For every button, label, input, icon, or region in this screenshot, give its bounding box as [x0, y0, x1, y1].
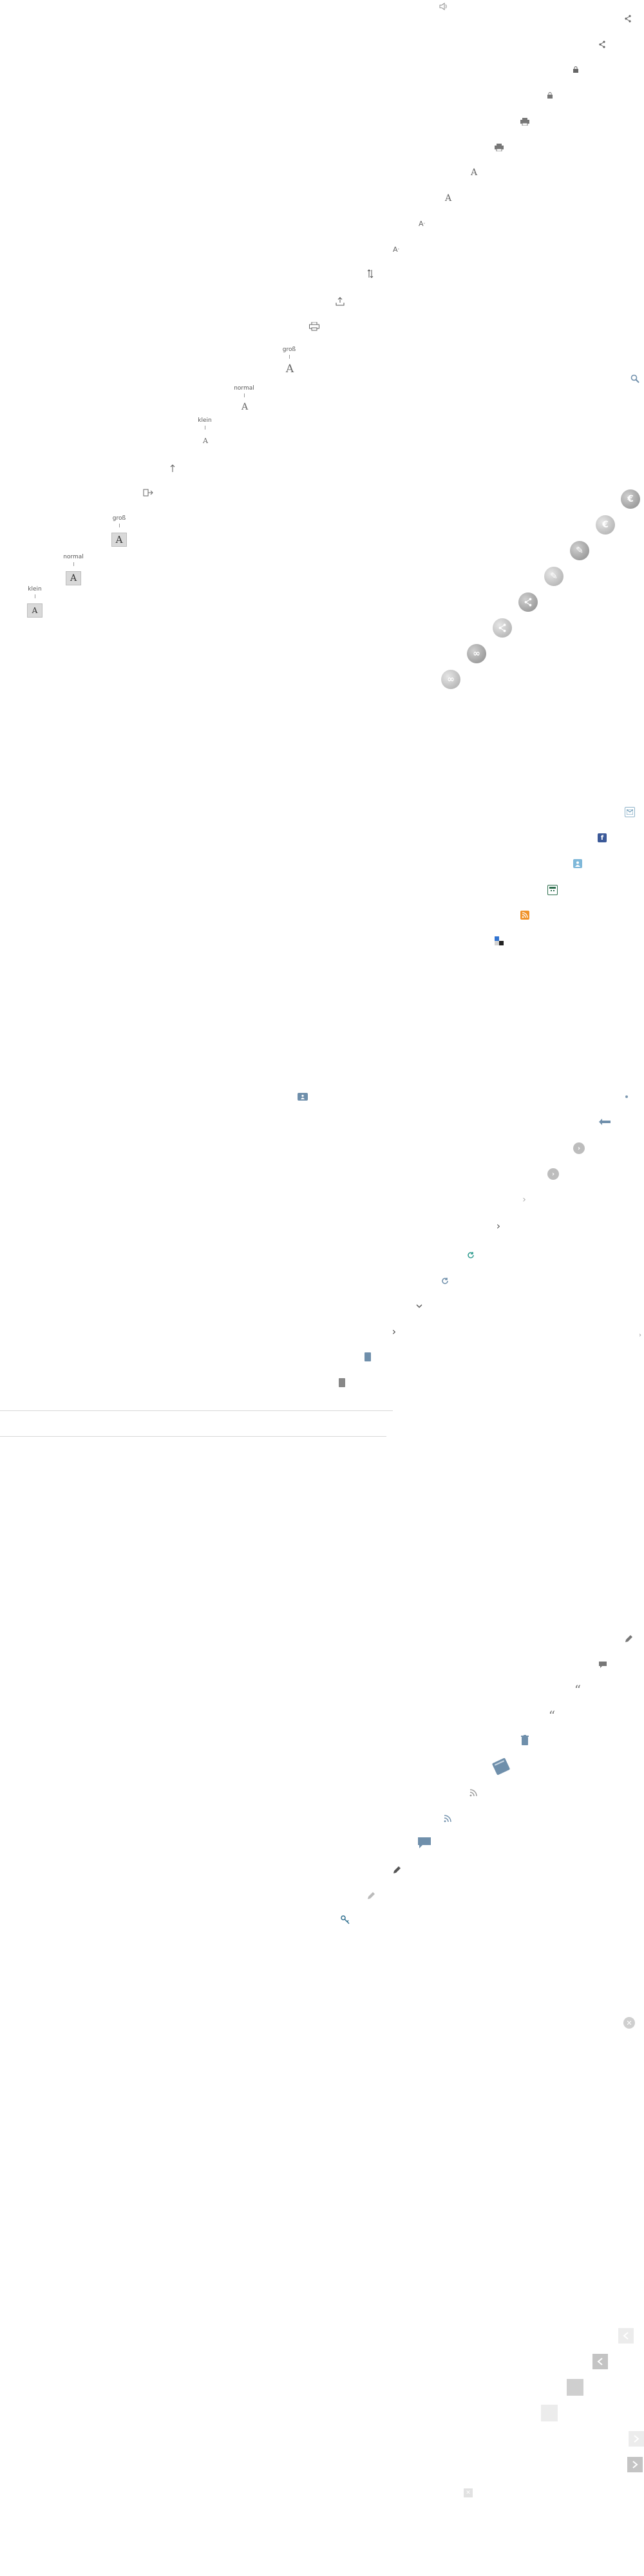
divider-line	[0, 1410, 393, 1411]
chevron-right-icon-2[interactable]: ›	[496, 1219, 501, 1232]
font-size-icon[interactable]: A	[470, 167, 478, 178]
size-normal-button[interactable]: A	[241, 402, 249, 412]
pencil-icon[interactable]	[623, 1634, 634, 1644]
size-large-tick	[289, 355, 290, 359]
book-icon[interactable]	[491, 1757, 511, 1776]
share-circle-icon-2[interactable]	[493, 618, 512, 638]
small-arrow-icon: ›	[639, 1331, 641, 1339]
size-normal-box-button[interactable]: A	[66, 571, 81, 585]
share-icon-2[interactable]	[598, 40, 607, 49]
euro-circle-icon-2[interactable]: €	[596, 515, 615, 535]
size-small-label-2: klein	[28, 586, 42, 592]
share-circle-icon[interactable]	[518, 592, 538, 612]
rss-icon-2[interactable]	[469, 1788, 478, 1797]
comment-bubble-icon[interactable]	[417, 1835, 431, 1850]
close-circle-icon[interactable]: ✕	[623, 2017, 635, 2029]
document-icon[interactable]	[365, 1352, 371, 1361]
calendar-icon[interactable]	[547, 885, 558, 895]
close-square-icon[interactable]: ✕	[464, 2488, 473, 2497]
edit-circle-icon[interactable]: ✎	[570, 541, 589, 560]
chevron-right-icon[interactable]: ›	[522, 1195, 526, 1205]
quote-icon[interactable]: “	[574, 1682, 582, 1698]
trash-icon[interactable]	[520, 1734, 529, 1746]
arrow-left-button-2[interactable]	[592, 2354, 608, 2369]
document-icon-2[interactable]	[339, 1378, 345, 1387]
size-large-label: groß	[282, 346, 296, 353]
size-large-button[interactable]: A	[285, 363, 294, 375]
size-large-tick-2	[119, 524, 120, 527]
contact-icon[interactable]	[573, 859, 582, 868]
refresh-icon-2[interactable]	[440, 1276, 450, 1285]
arrow-up-icon[interactable]	[169, 464, 176, 473]
logout-icon[interactable]	[143, 488, 153, 497]
size-normal-label-2: normal	[63, 554, 84, 560]
mail-icon[interactable]	[625, 807, 635, 817]
speaker-icon[interactable]	[438, 1, 448, 12]
rss-icon[interactable]	[520, 911, 529, 920]
rss-icon-3[interactable]	[443, 1814, 452, 1823]
print-icon-2[interactable]	[495, 143, 504, 152]
chevron-right-circle-icon-2[interactable]: ›	[547, 1168, 559, 1180]
link-circle-icon[interactable]: ∞	[467, 644, 486, 663]
divider-line-2	[0, 1436, 386, 1437]
size-small-box-button[interactable]: A	[27, 603, 43, 618]
arrow-right-button-2[interactable]	[627, 2457, 643, 2472]
share-icon[interactable]	[623, 14, 632, 23]
user-card-icon[interactable]	[298, 1093, 308, 1101]
comment-icon[interactable]	[598, 1660, 608, 1670]
size-small-label: klein	[198, 417, 212, 424]
euro-circle-icon[interactable]: €	[621, 489, 640, 509]
font-decrease-icon-2[interactable]: A-	[392, 245, 400, 254]
size-normal-tick	[244, 393, 245, 397]
small-dot-icon	[625, 1095, 629, 1099]
arrow-right-button[interactable]	[629, 2431, 644, 2447]
chevron-right-circle-icon[interactable]: ›	[573, 1142, 585, 1154]
print-icon[interactable]	[520, 117, 529, 126]
edit-circle-icon-2[interactable]: ✎	[544, 567, 564, 586]
size-large-label-2: groß	[112, 515, 126, 522]
blank-tile-2	[541, 2405, 558, 2421]
search-icon[interactable]	[630, 374, 640, 384]
upload-icon[interactable]	[335, 296, 345, 307]
key-icon[interactable]	[340, 1915, 350, 1925]
size-small-button[interactable]: A	[203, 436, 208, 445]
delicious-icon[interactable]	[495, 936, 504, 945]
quote-icon-2[interactable]: “	[548, 1708, 556, 1723]
size-normal-label: normal	[234, 385, 254, 392]
chevron-down-icon[interactable]	[415, 1302, 424, 1310]
lock-icon[interactable]	[572, 66, 580, 73]
link-circle-icon-2[interactable]: ∞	[441, 670, 460, 689]
blank-tile	[567, 2379, 583, 2396]
facebook-icon[interactable]: f	[598, 833, 607, 842]
arrow-left-button[interactable]	[618, 2328, 634, 2344]
size-large-box-button[interactable]: A	[111, 533, 127, 547]
lock-icon-2[interactable]	[546, 91, 554, 99]
font-decrease-icon[interactable]: A-	[418, 219, 426, 228]
pencil-icon-3[interactable]	[366, 1891, 376, 1901]
arrow-left-icon[interactable]	[599, 1117, 611, 1126]
up-down-arrow-icon[interactable]	[366, 269, 375, 278]
print-icon-3[interactable]	[309, 322, 319, 331]
refresh-icon[interactable]	[466, 1251, 475, 1260]
size-normal-tick-2	[73, 562, 74, 566]
chevron-right-icon-3[interactable]: ›	[392, 1325, 397, 1338]
font-size-icon-2[interactable]: A	[444, 193, 452, 204]
pencil-icon-2[interactable]	[392, 1865, 402, 1875]
